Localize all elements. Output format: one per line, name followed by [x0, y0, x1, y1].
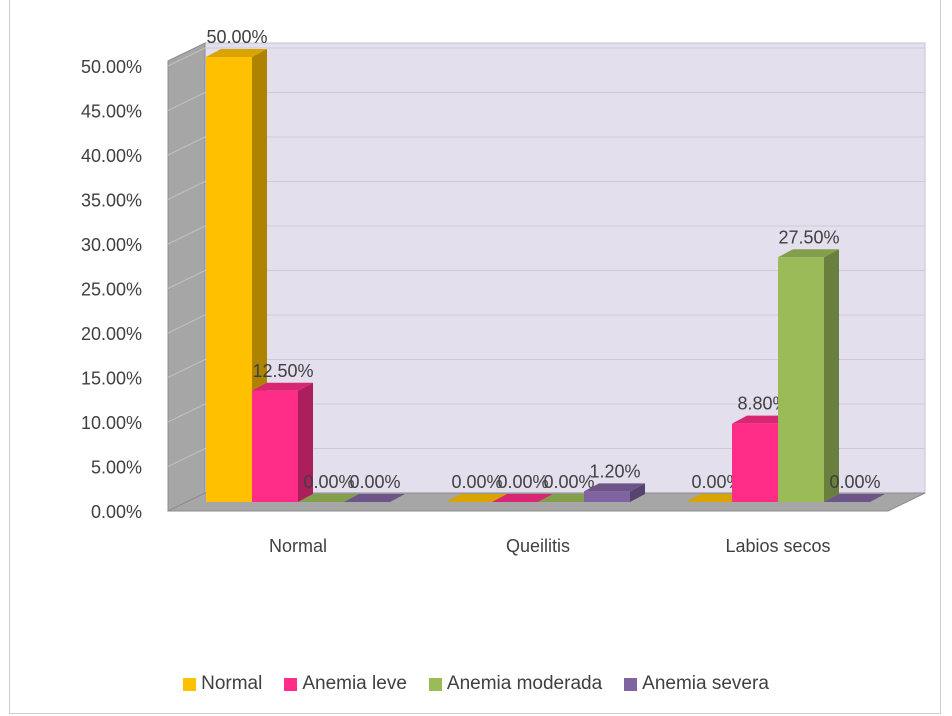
data-label: 0.00% [349, 472, 400, 492]
gridline-side [167, 314, 206, 334]
data-label: 12.50% [252, 361, 313, 381]
y-tick-label: 45.00% [81, 102, 142, 122]
legend-swatch-anemia-severa [624, 677, 638, 691]
bar-side [630, 483, 645, 502]
y-tick-label: 0.00% [91, 502, 142, 522]
bar-top [538, 494, 599, 502]
legend-item-normal: Normal [183, 673, 262, 695]
bar-top [298, 494, 359, 502]
bar-side [298, 382, 313, 502]
y-tick-label: 25.00% [81, 280, 142, 300]
legend-swatch-anemia-moderada [428, 677, 442, 691]
bar-side [824, 249, 839, 502]
bar-normal-normal [206, 49, 267, 502]
data-label: 0.00% [497, 472, 548, 492]
x-tick-label: Labios secos [725, 536, 830, 556]
chart-frame [9, 0, 941, 714]
x-tick-label: Queilitis [506, 536, 570, 556]
bar-front [206, 57, 252, 502]
data-label: 0.00% [543, 472, 594, 492]
legend-label-anemia-moderada: Anemia moderada [446, 673, 603, 694]
chart-legend: Normal Anemia leve Anemia moderada Anemi… [0, 673, 952, 695]
data-label: 50.00% [206, 27, 267, 47]
bar-normal-anemia-severa [344, 494, 405, 502]
gridline-side [167, 403, 206, 423]
bar-queilitis-anemia-moderada [538, 494, 599, 502]
data-label: 0.00% [451, 472, 502, 492]
bar-top [206, 49, 267, 57]
bar-queilitis-anemia-leve [492, 494, 553, 502]
bar-normal-anemia-leve [252, 382, 313, 502]
data-label: 0.00% [303, 472, 354, 492]
bar-labios-secos-normal [686, 494, 747, 502]
y-tick-label: 20.00% [81, 324, 142, 344]
y-tick-label: 30.00% [81, 235, 142, 255]
data-label: 27.50% [778, 227, 839, 247]
gridline-side [167, 448, 206, 467]
y-tick-label: 40.00% [81, 146, 142, 166]
bar-front [252, 390, 298, 502]
data-label: 1.20% [589, 461, 640, 481]
bar-front [584, 491, 630, 502]
bar-queilitis-normal [446, 494, 507, 502]
bar-top [778, 249, 839, 258]
gridline-side [167, 225, 206, 245]
bar-normal-anemia-moderada [298, 494, 359, 502]
gridline-side [167, 47, 206, 67]
bar-queilitis-anemia-severa [584, 483, 645, 502]
bar-top [732, 415, 793, 424]
y-tick-label: 50.00% [81, 57, 142, 77]
bar-front [778, 257, 824, 502]
data-label: 8.80% [737, 394, 788, 414]
bar-labios-secos-anemia-moderada [778, 249, 839, 502]
data-label: 0.00% [829, 472, 880, 492]
legend-item-anemia-severa: Anemia severa [624, 673, 769, 695]
side-wall [167, 42, 206, 512]
gridline-side [167, 92, 206, 111]
y-tick-label: 10.00% [81, 413, 142, 433]
data-label: 0.00% [691, 472, 742, 492]
y-tick-label: 15.00% [81, 369, 142, 389]
gridline-side [167, 359, 206, 378]
legend-label-anemia-severa: Anemia severa [642, 673, 769, 694]
gridline-side [167, 181, 206, 200]
bar-top [492, 494, 553, 502]
legend-label-anemia-leve: Anemia leve [302, 673, 407, 694]
bar-top [252, 382, 313, 391]
bar-top [824, 494, 885, 502]
bar-top [446, 494, 507, 502]
legend-item-anemia-moderada: Anemia moderada [428, 673, 603, 695]
bar-top [686, 494, 747, 502]
legend-swatch-normal [183, 677, 197, 691]
gridline-side [167, 270, 206, 289]
bar-top [584, 483, 645, 492]
legend-swatch-anemia-leve [284, 677, 298, 691]
legend-label-normal: Normal [201, 673, 263, 694]
bar-top [344, 494, 405, 502]
bar-front [732, 423, 778, 502]
x-tick-label: Normal [269, 536, 327, 556]
y-tick-label: 35.00% [81, 191, 142, 211]
legend-item-anemia-leve: Anemia leve [284, 673, 407, 695]
y-tick-label: 5.00% [91, 458, 142, 478]
gridline-side [167, 136, 206, 156]
bar-labios-secos-anemia-severa [824, 494, 885, 502]
